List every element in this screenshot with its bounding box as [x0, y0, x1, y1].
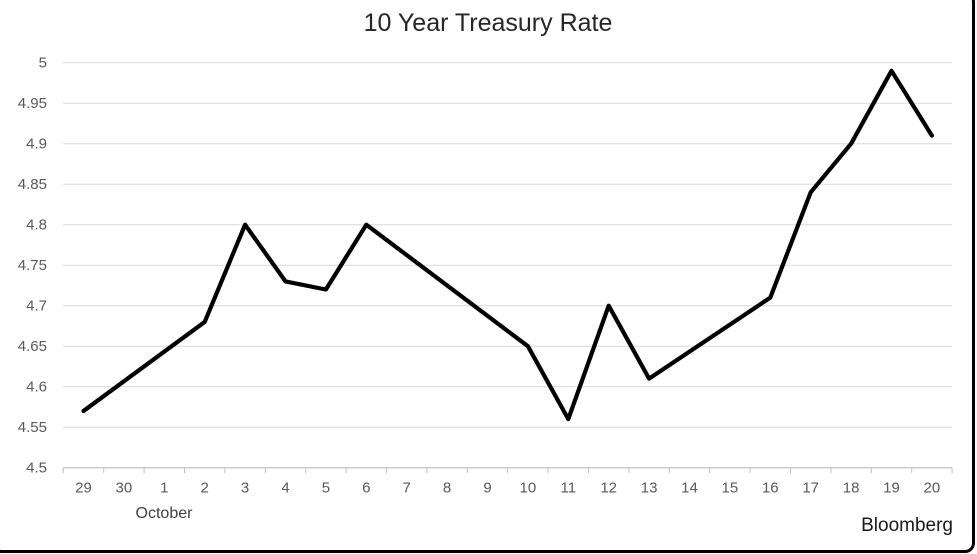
x-tick-label: 12: [600, 480, 617, 497]
x-tick-label: 3: [241, 480, 249, 497]
x-axis-labels: 29 30 1 2 3 4 5 6 7 8 9 10 11 12 13 14 15 16 17 18 19 20: [75, 480, 940, 497]
y-tick-label: 4.85: [18, 176, 47, 193]
x-tick-label: 10: [520, 480, 537, 497]
x-tick-label: 14: [681, 480, 698, 497]
gridlines: [63, 62, 953, 469]
x-tick-label: 19: [883, 480, 900, 497]
series-line: [81, 68, 935, 422]
source-attribution: Bloomberg: [861, 515, 953, 536]
x-tick-label: 18: [843, 480, 860, 497]
x-axis: [62, 467, 953, 474]
x-tick-label: 20: [924, 480, 941, 497]
y-tick-label: 4.65: [18, 338, 47, 355]
x-tick-label: 7: [403, 480, 411, 497]
y-tick-label: 4.9: [26, 136, 47, 153]
y-tick-label: 4.8: [26, 217, 47, 234]
x-tick-label: 16: [762, 480, 779, 497]
x-tick-label: 8: [443, 480, 451, 497]
x-tick-label: 5: [322, 480, 330, 497]
y-tick-label: 4.75: [18, 257, 47, 274]
x-tick-label: 17: [802, 480, 819, 497]
y-tick-label: 5: [39, 55, 47, 72]
x-tick-label: 9: [483, 480, 491, 497]
x-tick-label: 11: [561, 480, 577, 497]
x-tick-label: 4: [281, 480, 289, 497]
y-tick-label: 4.5: [26, 460, 47, 477]
y-tick-label: 4.55: [18, 419, 47, 436]
x-tick-label: 1: [160, 480, 168, 497]
month-axis-label: October: [136, 505, 194, 522]
x-tick-label: 15: [722, 480, 739, 497]
x-tick-label: 13: [641, 480, 658, 497]
y-tick-label: 4.7: [26, 298, 47, 315]
y-axis-labels: 5 4.95 4.9 4.85 4.8 4.75 4.7 4.65 4.6 4.55 4.5: [18, 55, 47, 477]
x-tick-label: 29: [75, 480, 92, 497]
x-tick-label: 6: [362, 480, 370, 497]
y-tick-label: 4.6: [26, 379, 47, 396]
x-tick-label: 30: [116, 480, 133, 497]
x-tick-label: 2: [201, 480, 209, 497]
y-tick-label: 4.95: [18, 95, 47, 112]
chart-title: 10 Year Treasury Rate: [364, 9, 613, 37]
